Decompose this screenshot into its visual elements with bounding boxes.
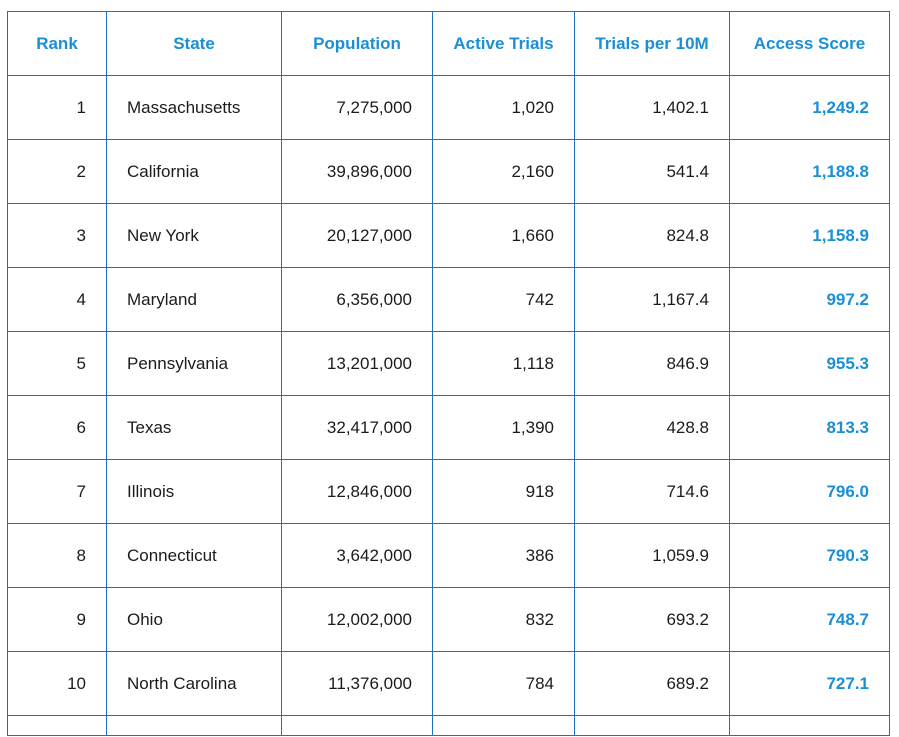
header-access-score[interactable]: Access Score [729,11,890,76]
cell-rank: 2 [7,139,107,204]
cell-active-trials: 832 [432,587,575,652]
cell-active-trials: 742 [432,267,575,332]
cell-rank: 4 [7,267,107,332]
cell-access-score: 955.3 [729,331,890,396]
cell-active-trials: 1,390 [432,395,575,460]
cell-state: Maryland [106,267,282,332]
cell-population: 32,417,000 [281,395,433,460]
cell-trials-per-10m: 689.2 [574,651,730,716]
cell-empty [106,715,282,736]
cell-empty [7,715,107,736]
cell-state: New York [106,203,282,268]
cell-access-score: 997.2 [729,267,890,332]
cell-population: 20,127,000 [281,203,433,268]
cell-active-trials: 2,160 [432,139,575,204]
cell-population: 3,642,000 [281,523,433,588]
cell-population: 7,275,000 [281,75,433,140]
cell-state: Massachusetts [106,75,282,140]
header-active-trials[interactable]: Active Trials [432,11,575,76]
cell-trials-per-10m: 693.2 [574,587,730,652]
cell-access-score: 1,188.8 [729,139,890,204]
cell-access-score: 727.1 [729,651,890,716]
table-row: 7 Illinois 12,846,000 918 714.6 796.0 [7,459,890,524]
table-row: 10 North Carolina 11,376,000 784 689.2 7… [7,651,890,716]
table-body: 1 Massachusetts 7,275,000 1,020 1,402.1 … [7,75,890,736]
header-state[interactable]: State [106,11,282,76]
cell-state: Pennsylvania [106,331,282,396]
cell-empty [574,715,730,736]
table-row: 8 Connecticut 3,642,000 386 1,059.9 790.… [7,523,890,588]
table-row: 4 Maryland 6,356,000 742 1,167.4 997.2 [7,267,890,332]
cell-state: Texas [106,395,282,460]
cell-empty [729,715,890,736]
cell-rank: 6 [7,395,107,460]
cell-state: California [106,139,282,204]
table-row: 5 Pennsylvania 13,201,000 1,118 846.9 95… [7,331,890,396]
cell-trials-per-10m: 714.6 [574,459,730,524]
header-rank[interactable]: Rank [7,11,107,76]
cell-active-trials: 386 [432,523,575,588]
cell-population: 12,002,000 [281,587,433,652]
cell-state: Ohio [106,587,282,652]
cell-population: 39,896,000 [281,139,433,204]
cell-trials-per-10m: 846.9 [574,331,730,396]
table-row: 9 Ohio 12,002,000 832 693.2 748.7 [7,587,890,652]
cell-state: North Carolina [106,651,282,716]
cell-population: 6,356,000 [281,267,433,332]
table-container: Rank State Population Active Trials Tria… [7,11,890,736]
cell-access-score: 813.3 [729,395,890,460]
cell-active-trials: 1,020 [432,75,575,140]
cell-rank: 9 [7,587,107,652]
table-row: 2 California 39,896,000 2,160 541.4 1,18… [7,139,890,204]
cell-access-score: 796.0 [729,459,890,524]
cell-population: 13,201,000 [281,331,433,396]
cell-access-score: 748.7 [729,587,890,652]
cell-trials-per-10m: 824.8 [574,203,730,268]
cell-rank: 1 [7,75,107,140]
cell-active-trials: 1,118 [432,331,575,396]
cell-rank: 5 [7,331,107,396]
header-population[interactable]: Population [281,11,433,76]
cell-population: 12,846,000 [281,459,433,524]
cell-access-score: 1,249.2 [729,75,890,140]
state-trials-table: Rank State Population Active Trials Tria… [7,11,890,736]
cell-state: Illinois [106,459,282,524]
cell-active-trials: 784 [432,651,575,716]
cell-trials-per-10m: 1,059.9 [574,523,730,588]
table-row: 6 Texas 32,417,000 1,390 428.8 813.3 [7,395,890,460]
cell-empty [281,715,433,736]
table-header-row: Rank State Population Active Trials Tria… [7,11,890,76]
table-row: 1 Massachusetts 7,275,000 1,020 1,402.1 … [7,75,890,140]
table-row: 3 New York 20,127,000 1,660 824.8 1,158.… [7,203,890,268]
cell-rank: 10 [7,651,107,716]
table-row-partial [7,715,890,736]
cell-active-trials: 918 [432,459,575,524]
cell-state: Connecticut [106,523,282,588]
cell-trials-per-10m: 1,402.1 [574,75,730,140]
cell-empty [432,715,575,736]
cell-active-trials: 1,660 [432,203,575,268]
cell-rank: 8 [7,523,107,588]
cell-rank: 3 [7,203,107,268]
cell-trials-per-10m: 428.8 [574,395,730,460]
header-trials-per-10m[interactable]: Trials per 10M [574,11,730,76]
cell-rank: 7 [7,459,107,524]
cell-access-score: 1,158.9 [729,203,890,268]
cell-trials-per-10m: 541.4 [574,139,730,204]
cell-access-score: 790.3 [729,523,890,588]
cell-population: 11,376,000 [281,651,433,716]
cell-trials-per-10m: 1,167.4 [574,267,730,332]
